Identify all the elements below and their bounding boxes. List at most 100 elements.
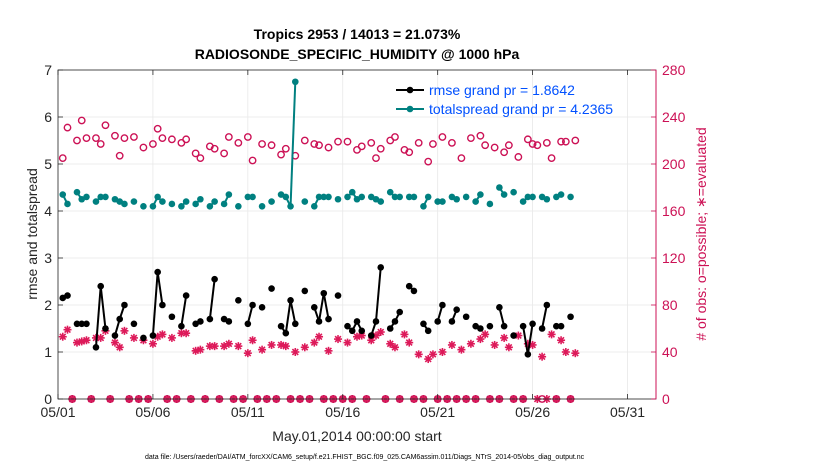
totalspread-point (182, 198, 190, 205)
obs-possible-marker (248, 156, 257, 165)
y-tick-label-left: 2 (44, 297, 52, 313)
rmse-point (206, 315, 214, 323)
rmse-point (111, 332, 119, 339)
y-tick-label-right: 280 (662, 62, 686, 78)
rmse-point (410, 287, 418, 295)
obs-possible-marker (343, 137, 352, 146)
obs-possible-marker (281, 144, 290, 153)
totalspread-point (59, 191, 67, 198)
y-tick-label-left: 0 (44, 391, 52, 407)
obs-possible-marker (405, 148, 414, 157)
rmse-point (486, 322, 494, 330)
obs-possible-marker (528, 140, 537, 148)
obs-possible-marker (481, 141, 490, 150)
obs-evaluated-marker (115, 343, 124, 352)
rmse-segment (99, 286, 107, 329)
obs-evaluated-marker (386, 339, 395, 348)
totalspread-point (159, 198, 166, 205)
obs-possible-marker (149, 140, 157, 148)
y-tick-label-right: 120 (662, 250, 686, 266)
totalspread-point (424, 193, 432, 201)
obs-possible-marker (533, 141, 542, 150)
totalspread-point (244, 193, 252, 201)
obs-evaluated-marker (490, 340, 499, 349)
rmse-point (543, 301, 551, 309)
obs-evaluated-marker (148, 339, 157, 348)
obs-possible-marker (542, 138, 551, 147)
series-layer (58, 78, 580, 403)
obs-evaluated-marker (110, 338, 119, 347)
y-tick-label-right: 0 (662, 391, 670, 407)
totalspread-point (434, 198, 441, 205)
obs-evaluated-marker (234, 342, 243, 351)
totalspread-point (64, 200, 71, 208)
rmse-segment (151, 272, 159, 336)
obs-evaluated-marker (129, 333, 138, 342)
rmse-point (168, 313, 176, 321)
obs-possible-marker (523, 135, 532, 144)
rmse-point (396, 308, 404, 316)
totalspread-point (310, 203, 318, 210)
obs-possible-marker (243, 133, 252, 141)
obs-possible-marker (457, 154, 466, 163)
rmse-point (149, 332, 157, 339)
rmse-point (538, 325, 546, 332)
rmse-point (244, 320, 252, 328)
rmse-point (92, 344, 100, 351)
rmse-point (529, 320, 536, 328)
totalspread-point (258, 203, 266, 210)
totalspread-point (500, 191, 508, 198)
x-axis-label: May.01,2014 00:00:00 start (272, 428, 442, 444)
rmse-point (453, 306, 460, 314)
rmse-point (301, 287, 309, 295)
obs-evaluated-marker (414, 350, 423, 359)
totalspread-point (320, 193, 328, 201)
y-tick-label-left: 7 (44, 62, 52, 78)
totalspread-point (249, 193, 256, 201)
rmse-point (386, 325, 394, 332)
obs-evaluated-marker (167, 333, 176, 342)
y-tick-label-right: 40 (662, 344, 678, 360)
rmse-point (182, 292, 190, 299)
obs-possible-marker (130, 133, 138, 141)
x-tick-label: 05/11 (231, 404, 265, 420)
obs-evaluated-marker (428, 350, 437, 359)
totalspread-point (83, 193, 90, 201)
rmse-point (97, 282, 105, 290)
rmse-point (557, 322, 565, 330)
legend-rmse-label: rmse grand pr = 1.8642 (429, 82, 575, 98)
rmse-point (420, 320, 427, 328)
obs-evaluated-marker (248, 336, 257, 345)
obs-possible-marker (429, 140, 437, 148)
rmse-segment (318, 293, 325, 322)
rmse-point (348, 327, 356, 335)
obs-possible-marker (391, 133, 399, 141)
obs-evaluated-marker (447, 340, 456, 349)
obs-possible-marker (101, 121, 110, 130)
totalspread-point (130, 198, 138, 205)
totalspread-point (462, 193, 470, 201)
y-tick-label-left: 5 (44, 156, 52, 172)
x-tick-label: 05/06 (135, 404, 170, 420)
rmse-point (391, 318, 399, 325)
totalspread-point (235, 203, 242, 210)
totalspread-point (268, 198, 275, 205)
rmse-segment (289, 300, 297, 324)
obs-possible-marker (334, 137, 342, 146)
obs-possible-marker (234, 138, 243, 147)
totalspread-point (168, 200, 176, 208)
obs-evaluated-marker (476, 335, 485, 344)
rmse-point (102, 325, 109, 332)
totalspread-point (192, 200, 199, 208)
totalspread-point (439, 198, 446, 205)
rmse-point (367, 332, 375, 339)
obs-possible-marker (547, 154, 556, 163)
obs-possible-marker (310, 140, 319, 148)
rmse-point (524, 351, 532, 358)
obs-possible-marker (561, 137, 570, 146)
obs-evaluated-marker (457, 345, 466, 354)
obs-possible-marker (96, 140, 105, 148)
rmse-point (282, 329, 290, 337)
obs-evaluated-marker (310, 338, 319, 347)
rmse-point (315, 318, 323, 325)
